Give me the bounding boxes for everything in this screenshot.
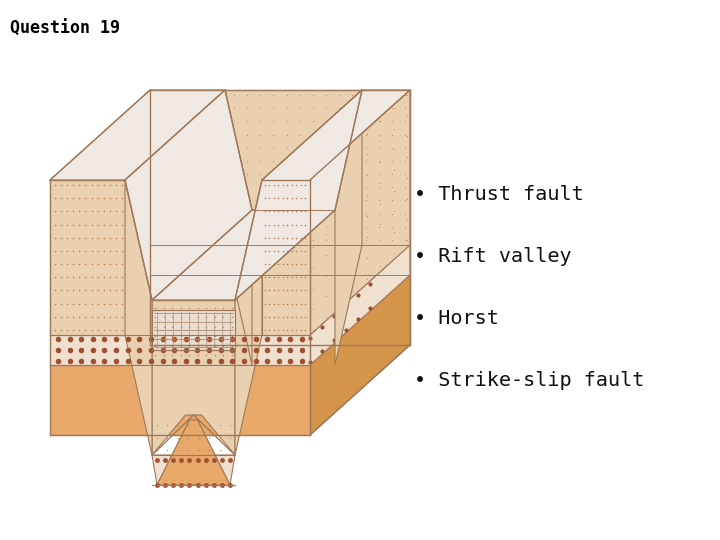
Polygon shape xyxy=(50,180,125,335)
Text: • Strike-slip fault: • Strike-slip fault xyxy=(414,371,644,390)
Polygon shape xyxy=(335,90,362,365)
Polygon shape xyxy=(50,335,310,365)
Text: • Horst: • Horst xyxy=(414,309,499,328)
Polygon shape xyxy=(50,365,310,435)
Polygon shape xyxy=(262,180,310,335)
Polygon shape xyxy=(125,90,252,300)
Polygon shape xyxy=(235,90,362,300)
Polygon shape xyxy=(157,420,230,485)
Polygon shape xyxy=(310,245,410,365)
Polygon shape xyxy=(50,90,225,180)
Polygon shape xyxy=(125,180,152,455)
Polygon shape xyxy=(310,90,410,335)
Text: • Thrust fault: • Thrust fault xyxy=(414,185,584,204)
Polygon shape xyxy=(152,300,235,455)
Polygon shape xyxy=(152,420,235,485)
Polygon shape xyxy=(235,180,262,455)
Polygon shape xyxy=(150,245,410,275)
Polygon shape xyxy=(262,90,410,180)
Polygon shape xyxy=(310,275,410,435)
Polygon shape xyxy=(150,275,410,345)
Polygon shape xyxy=(152,210,335,300)
Text: • Rift valley: • Rift valley xyxy=(414,247,572,266)
Text: Question 19: Question 19 xyxy=(10,20,120,38)
Polygon shape xyxy=(150,90,410,345)
Polygon shape xyxy=(152,310,235,350)
Polygon shape xyxy=(150,90,410,245)
Polygon shape xyxy=(225,90,252,365)
